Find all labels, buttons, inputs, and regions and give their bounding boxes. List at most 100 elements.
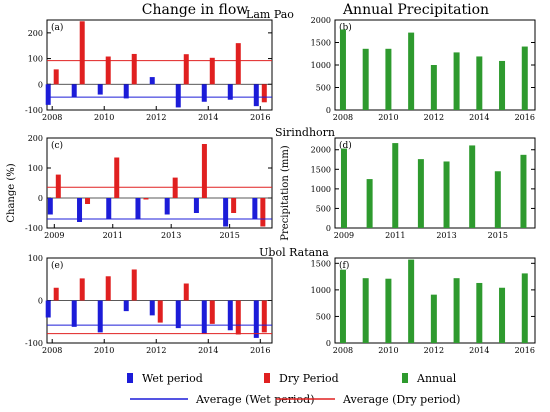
y-tick-label: 1500 [311,165,331,174]
wet-bar [123,84,129,99]
y-tick-label: 500 [316,84,331,93]
x-tick-label: 2012 [424,113,444,122]
x-tick-label: 2010 [94,113,114,122]
dry-bar [131,269,137,301]
x-tick-label: 2008 [333,346,353,355]
wet-bar [97,300,103,333]
panel-label: (e) [51,260,63,271]
wet-bar [175,84,181,108]
chart-panels: -100 0 100 200 2008 2010 2012 2014 2016 (a) 0 500 10… [25,16,536,355]
x-tick-label: 2011 [385,231,405,240]
legend-swatch-dry [264,373,270,383]
wet-bar [149,300,155,316]
legend: Wet period Dry Period Annual Average (We… [127,372,460,406]
annual-bar [499,287,506,343]
annual-bar [362,278,369,343]
annual-bar [339,29,346,111]
y-tick-label: 0 [326,106,331,115]
dry-bar [183,54,189,85]
annual-bar [453,52,460,110]
annual-bar [340,148,347,228]
y-tick-label: 1000 [311,286,331,295]
x-tick-label: 2015 [488,231,508,240]
x-tick-label: 2014 [469,346,489,355]
annual-bar [476,56,483,110]
site-label-ubol-ratana: Ubol Ratana [259,246,329,259]
dry-bar [114,157,120,198]
x-tick-label: 2015 [219,231,239,240]
wet-bar [164,198,170,215]
wet-bar [149,77,155,85]
dry-bar [53,287,59,301]
wet-bar [253,84,259,107]
wet-bar [45,84,51,105]
legend-label-avg-wet: Average (Wet period) [195,393,315,406]
x-tick-label: 2008 [333,113,353,122]
wet-bar [71,300,77,327]
annual-bar [453,278,460,343]
x-tick-label: 2011 [103,231,123,240]
wet-bar [253,300,259,338]
panel-c: -100 0 100 200 2009 2011 2013 2015 (c) [25,134,273,240]
y-tick-label: 200 [28,134,43,143]
wet-bar [227,84,233,100]
annual-bar [408,259,415,343]
wet-bar [106,198,112,219]
annual-bar [362,48,369,110]
y-tick-label: 2000 [311,146,331,155]
annual-bar [499,60,506,110]
wet-bar [77,198,83,222]
dry-bar [131,53,137,85]
x-tick-label: 2014 [198,346,218,355]
dry-bar [143,198,149,200]
x-tick-label: 2010 [378,113,398,122]
y-tick-label: 500 [316,312,331,321]
wet-bar [97,84,103,95]
plot-frame [46,137,273,229]
wet-bar [123,300,129,312]
dry-bar [261,300,267,333]
y-tick-label: 100 [28,254,43,263]
panel-label: (c) [51,140,63,151]
wet-bar [201,84,207,102]
panel-label: (b) [339,22,352,33]
panel-f: 0 500 1000 1500 2008 2010 2012 2014 2016 (f) [311,257,536,355]
wet-bar [252,198,258,219]
left-column-title: Change in flow [142,2,249,18]
wet-bar [227,300,233,331]
dry-bar [235,43,241,85]
dry-bar [85,198,91,204]
annual-bar [521,273,528,343]
legend-label-dry: Dry Period [279,372,339,385]
y-tick-label: 1000 [311,61,331,70]
annual-bar [430,294,437,343]
annual-bar [366,179,373,228]
y-tick-label: 100 [28,55,43,64]
y-tick-label: 0 [38,194,43,203]
dry-bar [79,278,85,301]
annual-bar [385,278,392,343]
x-tick-label: 2016 [515,346,535,355]
dry-bar [261,84,267,103]
panel-d: 0 500 1000 1500 2000 2009 2011 2013 2015 (d) [311,137,536,240]
dry-bar [105,276,111,301]
x-tick-label: 2012 [146,346,166,355]
panel-e: -100 0 100 2008 2010 2012 2014 2016 (e) [25,254,273,355]
dry-bar [209,57,215,85]
dry-bar [79,21,85,85]
x-tick-label: 2014 [469,113,489,122]
dry-bar [157,300,163,323]
legend-label-avg-dry: Average (Dry period) [342,393,460,406]
panel-b: 0 500 1000 1500 2000 2008 2010 2012 2014 2016 (b) [311,16,536,122]
y-tick-label: 0 [326,224,331,233]
y-tick-label: 0 [38,80,43,89]
legend-label-wet: Wet period [142,372,203,385]
y-tick-label: -100 [25,106,43,115]
x-tick-label: 2014 [198,113,218,122]
y-tick-label: -100 [25,339,43,348]
annual-bar [520,154,527,228]
right-column-title: Annual Precipitation [342,2,489,18]
y-tick-label: 1000 [311,185,331,194]
plot-frame [334,137,536,229]
x-tick-label: 2009 [44,231,64,240]
